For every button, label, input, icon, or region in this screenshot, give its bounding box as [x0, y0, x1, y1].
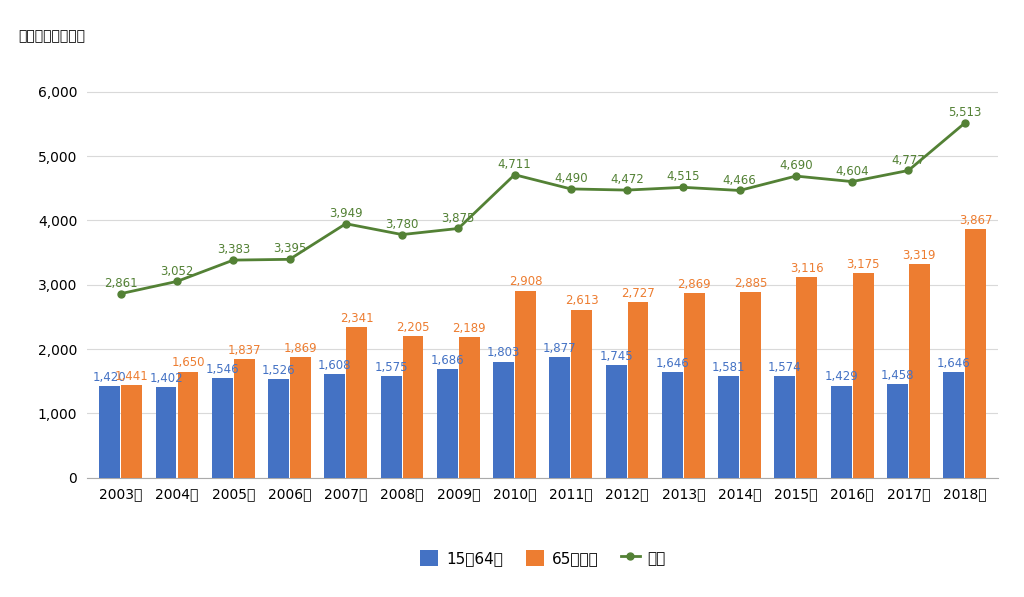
- Bar: [212, 378, 232, 478]
- 合計: [846, 178, 858, 185]
- Text: 3,319: 3,319: [902, 249, 936, 262]
- Bar: [943, 372, 964, 478]
- Text: 2,189: 2,189: [453, 322, 486, 334]
- Text: 1,458: 1,458: [881, 368, 914, 381]
- Text: 2,908: 2,908: [509, 275, 543, 288]
- Text: 4,604: 4,604: [836, 165, 869, 178]
- Bar: [122, 385, 142, 478]
- Bar: [494, 362, 514, 478]
- Text: 4,777: 4,777: [892, 153, 926, 167]
- Text: 1,608: 1,608: [318, 359, 351, 372]
- Text: 1,546: 1,546: [206, 363, 240, 376]
- Text: 2,205: 2,205: [396, 321, 430, 334]
- Text: 2,727: 2,727: [622, 287, 655, 300]
- Text: 3,780: 3,780: [385, 218, 419, 230]
- 合計: [958, 119, 971, 127]
- Bar: [628, 302, 648, 478]
- Text: 1,686: 1,686: [430, 354, 464, 367]
- 合計: [453, 225, 465, 232]
- Text: 4,515: 4,515: [667, 171, 700, 183]
- Text: 3,875: 3,875: [441, 211, 475, 224]
- 合計: [509, 171, 521, 179]
- Bar: [684, 293, 705, 478]
- Text: 1,837: 1,837: [227, 344, 261, 357]
- Text: 1,803: 1,803: [487, 346, 520, 359]
- Text: 1,526: 1,526: [262, 364, 295, 377]
- Bar: [268, 380, 289, 478]
- Text: 1,429: 1,429: [824, 371, 858, 383]
- Bar: [606, 365, 627, 478]
- Bar: [830, 386, 852, 478]
- Text: 4,711: 4,711: [498, 158, 531, 171]
- 合計: [564, 185, 577, 192]
- 合計: [115, 290, 127, 297]
- Text: 1,574: 1,574: [768, 361, 802, 374]
- Bar: [437, 369, 458, 478]
- Text: 1,575: 1,575: [375, 361, 408, 374]
- 合計: [790, 173, 802, 180]
- 合計: [733, 187, 745, 194]
- Bar: [515, 291, 536, 478]
- Text: 3,949: 3,949: [329, 207, 362, 220]
- Text: 2,869: 2,869: [678, 278, 711, 291]
- Text: 2,885: 2,885: [734, 277, 767, 290]
- Text: 1,646: 1,646: [655, 356, 689, 370]
- 合計: [284, 256, 296, 263]
- Bar: [550, 357, 570, 478]
- Text: 1,441: 1,441: [115, 370, 148, 383]
- Text: 3,052: 3,052: [161, 264, 194, 278]
- Line: 合計: 合計: [118, 119, 968, 297]
- Text: 2,341: 2,341: [340, 312, 374, 325]
- Bar: [662, 372, 683, 478]
- Text: 1,869: 1,869: [284, 342, 317, 355]
- Bar: [402, 336, 424, 478]
- Bar: [797, 277, 817, 478]
- Text: 2,613: 2,613: [565, 294, 599, 307]
- Bar: [740, 292, 761, 478]
- Text: 3,116: 3,116: [791, 262, 823, 275]
- Text: 4,690: 4,690: [779, 159, 813, 172]
- Text: 孤独死者数（人）: 孤独死者数（人）: [18, 29, 86, 43]
- Bar: [887, 384, 908, 478]
- Bar: [346, 327, 368, 478]
- Bar: [966, 229, 986, 478]
- Bar: [718, 376, 739, 478]
- Text: 2,861: 2,861: [104, 277, 137, 290]
- 合計: [227, 257, 240, 264]
- Bar: [177, 371, 199, 478]
- Text: 4,466: 4,466: [723, 174, 757, 187]
- Bar: [459, 337, 479, 478]
- Bar: [233, 359, 255, 478]
- Text: 3,395: 3,395: [272, 242, 306, 256]
- Text: 3,867: 3,867: [958, 214, 992, 227]
- Bar: [853, 273, 873, 478]
- Legend: 15～64歳, 65歳以上, 合計: 15～64歳, 65歳以上, 合計: [414, 544, 672, 572]
- Text: 1,745: 1,745: [599, 350, 633, 363]
- Bar: [774, 376, 796, 478]
- Bar: [381, 376, 401, 478]
- 合計: [902, 167, 914, 174]
- 合計: [340, 220, 352, 227]
- Bar: [156, 387, 176, 478]
- Text: 1,650: 1,650: [171, 356, 205, 370]
- Text: 3,175: 3,175: [847, 259, 880, 271]
- Text: 4,490: 4,490: [554, 172, 588, 185]
- Bar: [99, 386, 120, 478]
- Text: 1,877: 1,877: [543, 341, 577, 355]
- Bar: [325, 374, 345, 478]
- Bar: [290, 358, 311, 478]
- Text: 1,646: 1,646: [937, 356, 971, 370]
- 合計: [677, 184, 689, 191]
- Text: 3,383: 3,383: [217, 243, 250, 256]
- Bar: [909, 264, 930, 478]
- Text: 1,581: 1,581: [712, 361, 745, 374]
- Text: 1,402: 1,402: [150, 372, 183, 385]
- Text: 4,472: 4,472: [610, 173, 644, 186]
- Text: 1,420: 1,420: [93, 371, 127, 384]
- Bar: [571, 310, 592, 478]
- 合計: [396, 231, 409, 238]
- Text: 5,513: 5,513: [948, 106, 981, 119]
- 合計: [171, 278, 183, 285]
- 合計: [621, 186, 633, 193]
